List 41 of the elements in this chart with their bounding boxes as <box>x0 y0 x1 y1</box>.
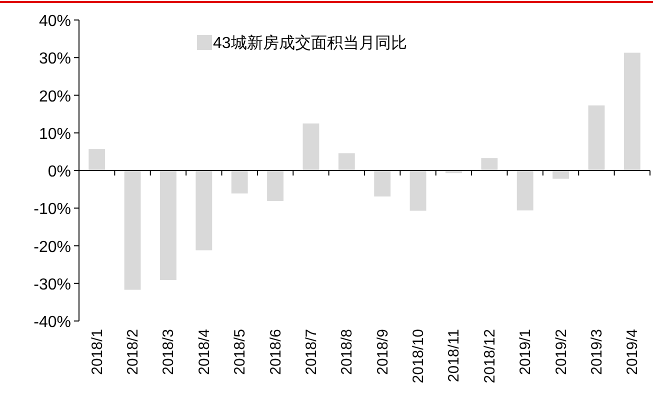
y-tick-label: 40% <box>38 13 71 30</box>
x-tick-label: 2018/11 <box>446 329 463 382</box>
bar <box>516 170 534 210</box>
bar <box>160 170 176 280</box>
x-tick-label: 2018/6 <box>267 329 284 375</box>
bar <box>124 170 141 290</box>
x-tick-label: 2018/3 <box>160 329 178 375</box>
bar <box>302 123 320 170</box>
x-tick-label: 2018/5 <box>232 329 249 375</box>
x-tick-label: 2019/4 <box>624 329 642 375</box>
bar <box>338 153 355 170</box>
x-tick-label: 2018/10 <box>410 329 428 384</box>
y-tick-label: 30% <box>38 50 71 68</box>
x-tick-label: 2018/2 <box>124 329 142 375</box>
bar <box>552 170 569 179</box>
y-tick-label: -10% <box>34 201 71 218</box>
x-tick-label: 2018/4 <box>196 329 213 375</box>
y-tick-label: -30% <box>34 276 71 294</box>
x-tick-label: 2018/8 <box>338 329 356 375</box>
bar <box>231 170 248 194</box>
bar <box>374 170 391 196</box>
bar <box>267 170 284 201</box>
x-tick-label: 2018/1 <box>88 329 106 375</box>
y-tick-label: 20% <box>38 88 71 106</box>
bar <box>196 170 212 250</box>
x-tick-label: 2018/12 <box>481 329 498 384</box>
y-tick-label: -40% <box>34 314 71 331</box>
bar <box>624 52 640 170</box>
bar <box>588 105 605 170</box>
x-tick-label: 2018/7 <box>302 329 320 375</box>
y-tick-label: 10% <box>38 126 71 143</box>
legend-label: 43城新房成交面积当月同比 <box>213 34 407 52</box>
x-tick-label: 2019/2 <box>552 329 570 375</box>
x-tick-label: 2019/1 <box>517 329 534 375</box>
x-tick-label: 2018/9 <box>374 329 392 375</box>
bar <box>481 158 498 170</box>
x-tick-label: 2019/3 <box>588 329 606 375</box>
bar <box>88 149 106 170</box>
bar <box>410 170 426 211</box>
y-tick-label: 0% <box>48 164 71 180</box>
y-tick-label: -20% <box>34 238 71 256</box>
